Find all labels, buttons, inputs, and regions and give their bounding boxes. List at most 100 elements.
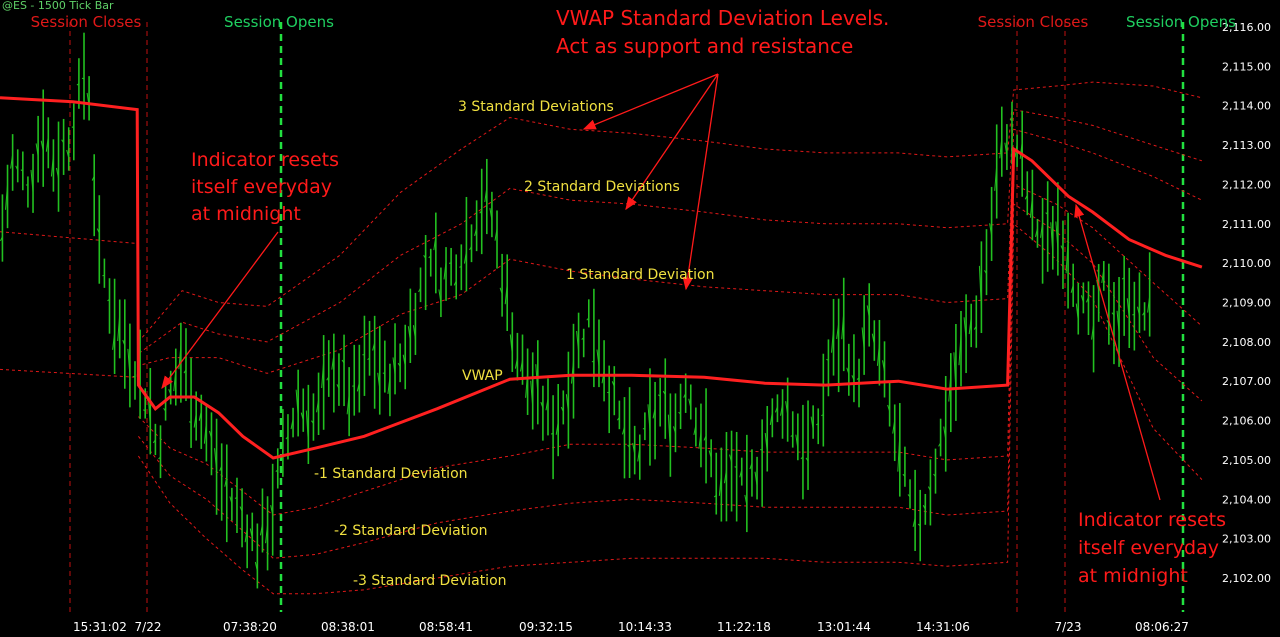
price-bar-open-tick — [96, 228, 100, 234]
price-bar-open-tick — [555, 421, 559, 435]
reset-right-line3: at midnight — [1078, 565, 1188, 587]
price-bar-open-tick — [499, 287, 503, 295]
price-bar-open-tick — [1126, 298, 1130, 320]
price-bar-open-tick — [1060, 245, 1064, 251]
price-bar-open-tick — [1040, 222, 1044, 238]
price-bar-open-tick — [239, 506, 243, 512]
price-bar-open-tick — [15, 165, 19, 171]
reset-right-line1: Indicator resets — [1078, 509, 1226, 531]
price-bar-open-tick — [1111, 312, 1115, 316]
price-bar-open-tick — [780, 403, 784, 416]
y-tick-label: 2,114.00 — [1222, 100, 1271, 113]
price-bar-open-tick — [683, 393, 687, 398]
annotation-arrows — [161, 73, 1161, 501]
price-bar-open-tick — [1070, 284, 1074, 293]
arrow-to-sd3 — [582, 73, 719, 130]
x-tick-label: 09:32:15 — [519, 620, 573, 634]
price-bar-open-tick — [744, 494, 748, 506]
x-axis: 15:31:02 7/22 07:38:20 08:38:01 08:58:41 09:3… — [73, 620, 1189, 634]
price-bar-open-tick — [892, 420, 896, 434]
price-bar-open-tick — [1065, 241, 1069, 274]
x-tick-label: 08:58:41 — [419, 620, 473, 634]
price-bar-open-tick — [678, 411, 681, 415]
price-bar-open-tick — [341, 359, 345, 364]
price-bar-open-tick — [938, 442, 942, 447]
price-bar-open-tick — [56, 167, 60, 179]
price-bar-open-tick — [183, 369, 187, 374]
price-bar-open-tick — [718, 473, 722, 496]
price-bar-open-tick — [270, 505, 274, 515]
price-bar-open-tick — [428, 255, 432, 259]
y-tick-label: 2,110.00 — [1222, 257, 1271, 270]
price-bar-open-tick — [800, 456, 804, 460]
vwap-series-line — [0, 96, 1203, 460]
price-bar-open-tick — [1045, 212, 1049, 215]
price-bar-open-tick — [331, 354, 335, 370]
price-bar-open-tick — [667, 414, 671, 452]
price-bar-open-tick — [1004, 142, 1008, 156]
price-bar-open-tick — [989, 223, 993, 236]
price-bar-open-tick — [494, 228, 498, 241]
session-opens-label: Session Opens — [224, 13, 334, 31]
price-bar-open-tick — [35, 143, 39, 157]
price-bar-open-tick — [66, 149, 70, 158]
label-sd1-upper: 1 Standard Deviation — [566, 267, 714, 283]
price-bar-open-tick — [71, 126, 75, 129]
price-bar-open-tick — [520, 359, 523, 372]
price-bar-open-tick — [1091, 324, 1095, 340]
price-bar-open-tick — [173, 369, 177, 392]
price-bar-open-tick — [224, 477, 228, 487]
price-bar-open-tick — [902, 473, 906, 477]
price-bar-open-tick — [484, 187, 488, 202]
price-bar-open-tick — [158, 456, 161, 460]
price-bar-open-tick — [1136, 306, 1140, 316]
price-bar-open-tick — [657, 394, 661, 397]
price-bar-open-tick — [907, 494, 911, 498]
price-bar-open-tick — [438, 289, 442, 304]
price-bar-open-tick — [1086, 297, 1089, 303]
price-bar-open-tick — [826, 358, 829, 361]
price-bar-open-tick — [0, 236, 3, 242]
price-bar-open-tick — [570, 360, 574, 384]
price-bar-open-tick — [259, 523, 263, 536]
price-bar-open-tick — [616, 417, 620, 421]
price-bar-open-tick — [596, 349, 600, 367]
y-tick-label: 2,105.00 — [1222, 454, 1271, 467]
price-bar-open-tick — [749, 462, 753, 470]
price-bar-open-tick — [882, 360, 886, 372]
price-bar-open-tick — [127, 348, 131, 376]
arrow-reset-right — [1074, 203, 1161, 501]
y-tick-label: 2,104.00 — [1222, 493, 1271, 506]
price-bar-open-tick — [774, 406, 778, 413]
price-bar-open-tick — [739, 469, 743, 478]
price-bar-open-tick — [367, 357, 370, 361]
price-bar-open-tick — [356, 382, 360, 392]
price-bar-open-tick — [219, 465, 223, 472]
price-bar-open-tick — [530, 380, 534, 408]
price-bars — [0, 32, 1151, 589]
price-bar-open-tick — [214, 448, 218, 471]
price-bar-open-tick — [652, 408, 656, 419]
price-bar-open-tick — [234, 497, 238, 499]
price-bar-open-tick — [841, 312, 845, 340]
price-bar-open-tick — [112, 332, 116, 350]
y-tick-label: 2,109.00 — [1222, 297, 1271, 310]
price-bar-open-tick — [672, 426, 676, 434]
price-bar-open-tick — [999, 137, 1003, 159]
price-bar-open-tick — [469, 246, 472, 251]
price-bar-open-tick — [688, 398, 692, 408]
price-bar-open-tick — [876, 343, 880, 366]
price-bar-open-tick — [244, 528, 248, 543]
price-bar-open-tick — [1101, 269, 1105, 283]
x-tick-label: 11:22:18 — [717, 620, 771, 634]
price-bar-open-tick — [107, 298, 110, 302]
price-bar-open-tick — [713, 494, 717, 498]
price-bar-open-tick — [922, 505, 926, 510]
price-bar-open-tick — [627, 444, 630, 448]
price-bar-open-tick — [321, 361, 325, 389]
price-bar-open-tick — [377, 372, 381, 389]
arrow-reset-left — [161, 231, 279, 390]
price-bar-open-tick — [418, 287, 421, 293]
session-closes-label: Session Closes — [31, 13, 142, 31]
